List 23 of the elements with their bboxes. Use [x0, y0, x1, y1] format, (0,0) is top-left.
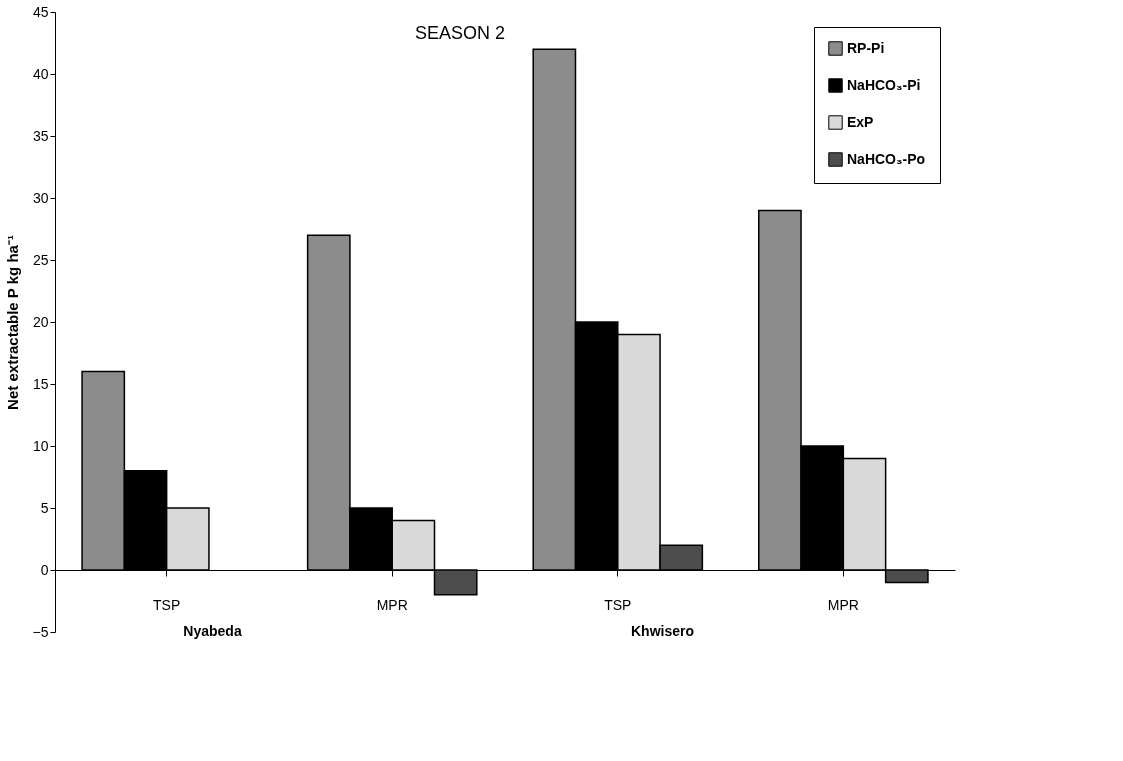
x-tick-label: MPR	[376, 596, 408, 613]
legend-label: NaHCO₃-Po	[847, 150, 926, 167]
y-tick-label: 40	[32, 65, 49, 82]
y-tick-label: 20	[32, 313, 49, 330]
text: SEASON 2	[414, 23, 506, 43]
x-tick-label: MPR	[827, 596, 859, 613]
annotation: Khwisero	[630, 623, 695, 639]
y-tick-label: 30	[32, 189, 49, 206]
legend-label: RP-Pi	[847, 39, 885, 56]
annotation: Nyabeda	[183, 623, 242, 639]
x-tick-label: TSP	[604, 596, 632, 613]
y-tick-label: 25	[32, 251, 49, 268]
legend-label: NaHCO₃-Pi	[847, 76, 921, 93]
y-tick-label: 15	[32, 375, 49, 392]
y-tick-label: 10	[32, 437, 49, 454]
y-tick-label: −5	[32, 623, 49, 640]
y-tick-label: 5	[40, 499, 49, 516]
y-axis-title: Net extractable P kg ha⁻¹	[3, 235, 21, 410]
y-tick-label: 35	[32, 127, 49, 144]
x-tick-label: TSP	[153, 596, 181, 613]
y-tick-label: 45	[32, 3, 49, 20]
legend-label: ExP	[847, 113, 874, 130]
y-tick-label: 0	[40, 561, 49, 578]
